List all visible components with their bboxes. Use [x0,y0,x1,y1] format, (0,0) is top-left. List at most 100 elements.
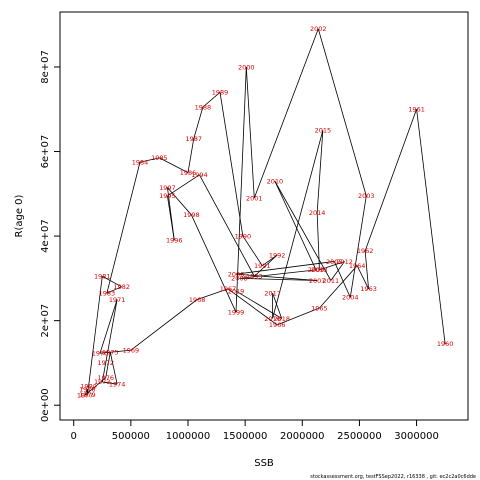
series-segment-1961-1962 [364,109,417,252]
series-segment-2017-2018 [272,293,283,319]
point-label-1977: 1977 [77,391,94,399]
point-label-1961: 1961 [408,106,425,114]
point-label-1975: 1975 [102,349,119,357]
x-tick-label: 1000000 [166,431,211,442]
point-label-2005: 2005 [326,258,343,266]
x-tick-label: 3000000 [394,431,439,442]
point-label-1979: 1979 [79,391,96,399]
series-segment-1987-1988 [193,107,204,139]
series-segment-1975-1976 [105,352,111,378]
series-segment-1979-1980 [87,386,89,395]
series-segment-1969-1970 [99,349,131,354]
point-label-2016: 2016 [264,315,281,323]
point-label-1993: 1993 [246,273,263,281]
plot-frame [59,11,469,421]
x-tick-label: 2500000 [337,431,382,442]
series-segment-1966-1967 [227,288,278,326]
footer-text: stockassessment.org, testFSSep2022, r163… [310,474,476,480]
point-label-1972: 1972 [97,359,114,367]
point-label-1969: 1969 [123,347,140,355]
point-label-2003: 2003 [358,192,375,200]
series-segment-1967-1968 [197,288,229,300]
point-label-2007: 2007 [309,277,326,285]
series-segment-1970-1971 [99,299,118,354]
point-label-1962: 1962 [357,247,374,255]
point-label-1996: 1996 [166,237,183,245]
x-tick-label: 1500000 [223,431,268,442]
point-label-1984: 1984 [132,158,149,166]
series-segment-1976-1977 [84,377,106,396]
series-segment-1999-2000 [235,66,247,313]
point-label-1973: 1973 [94,378,111,386]
point-label-2006: 2006 [228,270,245,278]
point-label-1963: 1963 [360,285,377,293]
point-label-2002: 2002 [310,25,327,33]
point-label-2011: 2011 [323,277,340,285]
y-axis: 0e+00 2e+07 4e+07 6e+07 8e+07 [40,50,60,422]
y-axis-label: R(age 0) [14,194,25,237]
point-label-1983: 1983 [99,289,116,297]
series-segment-2014-2015 [316,130,324,213]
series-segment-2010-2011 [274,180,332,281]
series-segment-1963-1964 [356,265,369,290]
point-label-2000: 2000 [238,63,255,71]
x-tick-label: 2000000 [280,431,325,442]
series-segment-1989-1990 [219,92,244,237]
point-label-1981: 1981 [94,273,111,281]
point-label-1966: 1966 [269,321,286,329]
point-label-1980: 1980 [80,382,97,390]
x-tick-label: 500000 [112,431,150,442]
point-label-1991: 1991 [254,262,271,270]
series-segment-2018-2019 [235,290,282,319]
series-segment-1997-1998 [167,187,192,216]
point-label-2017: 2017 [264,289,281,297]
series-segment-2007-2008 [239,277,318,281]
series-segment-2004-2005 [333,261,351,298]
point-label-2013: 2013 [311,266,328,274]
point-label-1964: 1964 [349,262,366,270]
series-segment-1972-1973 [101,362,107,383]
series-segment-1988-1989 [202,92,221,108]
series-segment-2002-2003 [317,28,367,197]
series-segment-1965-1966 [276,307,320,326]
series-segment-1971-1972 [105,299,118,363]
point-label-1994: 1994 [191,171,208,179]
series-lines [84,28,446,396]
point-label-1974: 1974 [109,380,126,388]
y-tick-label: 2e+07 [40,304,51,338]
point-label-2004: 2004 [342,294,359,302]
point-label-2001: 2001 [246,194,263,202]
point-label-1997: 1997 [159,184,176,192]
y-tick-label: 8e+07 [40,50,51,84]
series-segment-1992-1993 [254,254,278,277]
point-label-1986: 1986 [180,169,197,177]
series-segment-1990-1991 [242,235,263,266]
point-label-1971: 1971 [109,296,126,304]
series-segment-2001-2002 [253,28,319,199]
series-segment-1960-1961 [416,109,446,344]
point-label-2010: 2010 [267,177,284,185]
point-label-1960: 1960 [437,340,454,348]
series-segment-2012-2013 [319,261,345,271]
point-label-1968: 1968 [189,296,206,304]
point-label-1998: 1998 [183,211,200,219]
series-segment-1994-1995 [167,174,200,197]
point-label-1967: 1967 [220,285,237,293]
series-segment-1996-1997 [167,187,175,241]
series-segment-2011-2012 [330,261,345,281]
series-segment-1984-1985 [139,157,160,163]
point-label-1978: 1978 [79,385,96,393]
series-segment-2003-2004 [349,195,367,298]
point-label-1995: 1995 [159,192,176,200]
series-segment-1974-1975 [109,352,118,385]
series-segment-2013-2014 [316,212,320,270]
x-tick-label: 0 [71,431,77,442]
point-label-2018: 2018 [273,315,290,323]
series-segment-2009-2010 [274,180,317,271]
point-label-1999: 1999 [228,308,245,316]
series-segment-1985-1986 [159,157,189,174]
x-axis-label: SSB [254,458,274,469]
y-tick-label: 0e+00 [40,388,51,422]
point-label-2019: 2019 [228,287,245,295]
